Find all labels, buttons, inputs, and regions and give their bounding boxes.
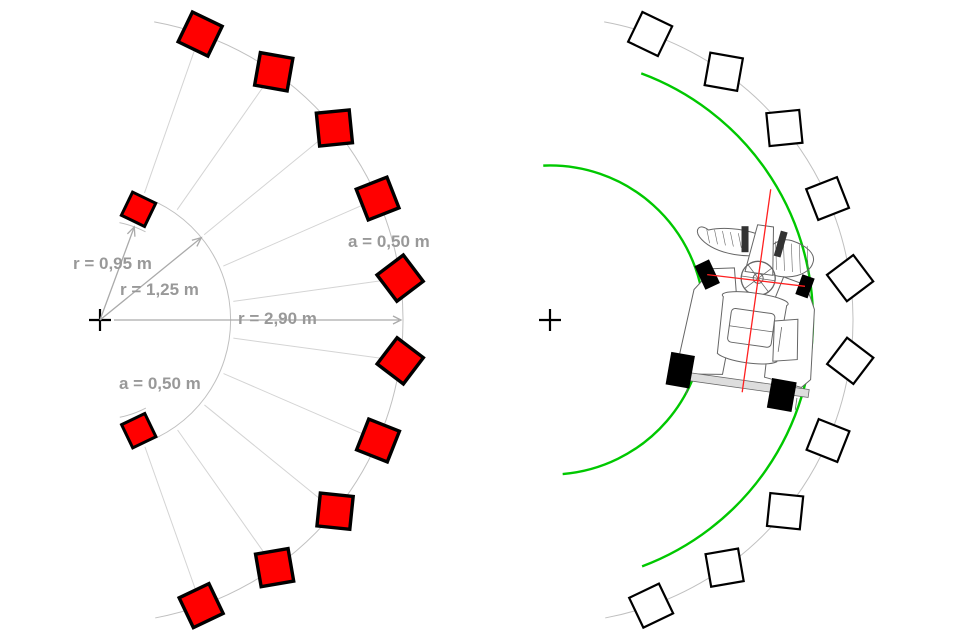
svg-text:r = 0,95 m: r = 0,95 m: [73, 254, 152, 273]
svg-text:r = 1,25 m: r = 1,25 m: [120, 280, 199, 299]
svg-text:a = 0,50 m: a = 0,50 m: [119, 374, 201, 393]
svg-text:a = 0,50 m: a = 0,50 m: [348, 232, 430, 251]
svg-text:r = 2,90 m: r = 2,90 m: [238, 309, 317, 328]
